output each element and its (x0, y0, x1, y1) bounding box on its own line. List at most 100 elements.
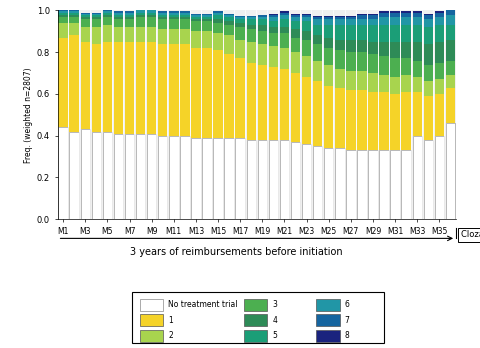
Bar (92, 27, 101, 44)
Bar (236, 27, 245, 40)
Bar (236, 17, 245, 19)
Bar (435, 13, 444, 17)
Bar (114, 17, 123, 19)
Bar (357, 25, 367, 40)
Bar (125, 27, 134, 42)
Bar (413, 92, 422, 136)
Bar (81, 14, 90, 15)
Bar (413, 77, 422, 92)
Bar (401, 17, 411, 25)
Bar (316, 314, 339, 326)
Bar (269, 46, 278, 67)
Bar (81, 17, 90, 19)
Bar (191, 48, 201, 138)
Bar (302, 21, 312, 31)
Bar (180, 19, 190, 29)
Bar (114, 134, 123, 219)
Bar (269, 14, 278, 15)
Bar (103, 42, 112, 132)
Bar (280, 19, 289, 27)
Bar (424, 96, 433, 140)
Bar (401, 92, 411, 150)
Bar (258, 17, 267, 19)
Bar (269, 67, 278, 140)
Bar (147, 42, 156, 134)
Bar (379, 42, 389, 56)
Bar (236, 23, 245, 27)
Bar (280, 140, 289, 219)
Bar (136, 10, 145, 13)
Bar (357, 52, 367, 71)
Bar (169, 11, 179, 13)
Text: 6: 6 (345, 300, 349, 309)
Bar (280, 33, 289, 48)
Bar (158, 136, 168, 219)
Bar (92, 44, 101, 132)
Bar (125, 13, 134, 15)
Bar (368, 19, 378, 25)
Bar (335, 25, 345, 40)
Bar (169, 13, 179, 15)
Bar (302, 15, 312, 17)
Bar (302, 17, 312, 21)
Bar (81, 27, 90, 42)
Bar (291, 38, 300, 52)
Bar (125, 134, 134, 219)
Bar (247, 19, 256, 25)
Bar (446, 10, 455, 15)
Bar (258, 140, 267, 219)
Bar (280, 11, 289, 13)
Bar (225, 25, 234, 35)
Bar (280, 27, 289, 33)
Bar (368, 42, 378, 54)
Bar (103, 15, 112, 17)
Bar (147, 15, 156, 17)
Text: 8: 8 (345, 331, 349, 340)
Bar (368, 73, 378, 92)
Bar (70, 132, 79, 219)
Bar (379, 11, 389, 13)
Bar (236, 138, 245, 219)
Bar (446, 75, 455, 88)
Bar (214, 23, 223, 33)
Bar (269, 21, 278, 27)
Bar (313, 44, 323, 61)
Bar (191, 14, 201, 15)
Bar (136, 9, 145, 10)
Bar (169, 15, 179, 17)
Bar (202, 138, 212, 219)
Bar (191, 15, 201, 17)
Bar (258, 65, 267, 140)
Bar (446, 15, 455, 25)
Bar (225, 21, 234, 25)
Bar (147, 134, 156, 219)
Bar (357, 90, 367, 150)
Bar (379, 75, 389, 92)
Bar (258, 19, 267, 25)
Bar (191, 138, 201, 219)
Text: 4: 4 (272, 316, 277, 325)
Bar (191, 17, 201, 19)
Bar (258, 31, 267, 44)
Bar (247, 25, 256, 29)
Bar (390, 58, 400, 77)
Bar (70, 13, 79, 15)
Bar (302, 14, 312, 15)
Bar (401, 42, 411, 58)
Bar (390, 13, 400, 17)
Bar (70, 11, 79, 13)
Bar (368, 25, 378, 42)
Bar (401, 75, 411, 92)
Bar (59, 13, 68, 15)
Bar (247, 42, 256, 63)
Bar (413, 61, 422, 77)
Bar (324, 38, 334, 48)
Bar (247, 29, 256, 42)
Bar (435, 136, 444, 219)
Bar (59, 23, 68, 38)
Bar (424, 81, 433, 96)
Bar (390, 17, 400, 25)
Bar (70, 15, 79, 17)
Bar (413, 13, 422, 17)
Bar (324, 25, 334, 38)
